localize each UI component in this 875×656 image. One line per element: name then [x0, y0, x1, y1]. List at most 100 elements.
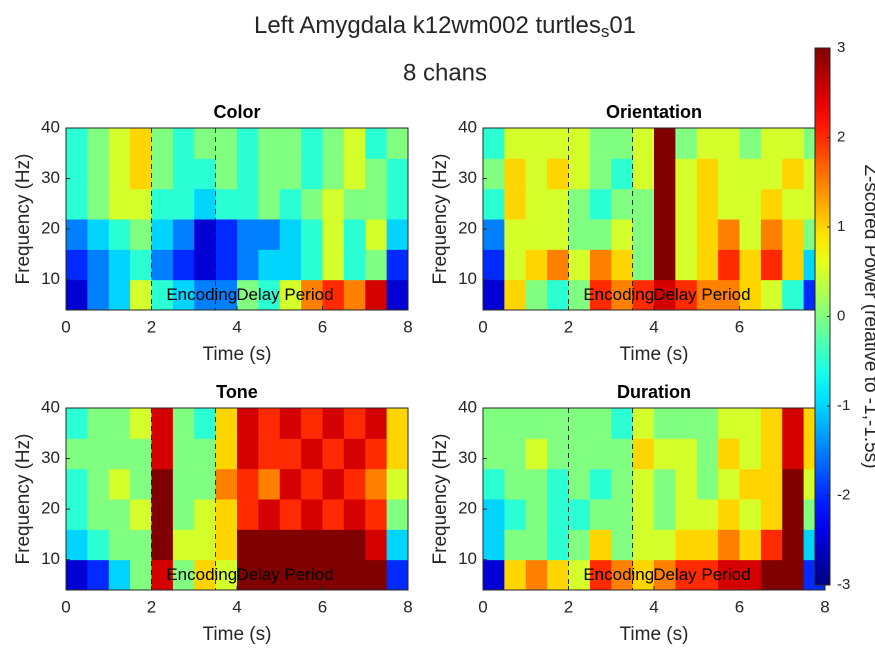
heatmap-cell — [739, 529, 762, 561]
heatmap-cell — [237, 219, 259, 250]
heatmap-cell — [343, 279, 366, 311]
heatmap-cell — [194, 408, 217, 439]
heatmap-cell — [525, 249, 548, 281]
heatmap-cell — [654, 408, 676, 439]
y-tick-label: 20 — [458, 219, 477, 238]
heatmap-cell — [108, 408, 131, 439]
heatmap-cell — [194, 438, 217, 470]
heatmap-cell — [611, 559, 634, 591]
heatmap-cell — [322, 559, 345, 591]
heatmap-cell — [258, 559, 281, 591]
heatmap-cell — [632, 279, 655, 311]
y-tick-label: 40 — [41, 117, 60, 136]
heatmap-cell — [739, 128, 762, 159]
heatmap-cell — [654, 219, 676, 250]
heatmap-cell — [87, 279, 110, 311]
heatmap-cell — [483, 438, 505, 470]
heatmap-cell — [66, 249, 88, 281]
title-main: Left Amygdala k12wm002 turtles — [254, 12, 601, 39]
heatmap-cell — [343, 559, 366, 591]
heatmap-cell — [760, 158, 783, 190]
heatmap-cell — [611, 158, 634, 190]
heatmap-cell — [632, 408, 655, 439]
heatmap-cell — [87, 219, 110, 250]
x-tick-label: 0 — [61, 597, 70, 616]
heatmap-cell — [675, 219, 698, 250]
heatmap-cell — [718, 438, 740, 470]
heatmap-cell — [66, 438, 88, 470]
heatmap-cell — [611, 249, 634, 281]
heatmap-cell — [172, 219, 195, 250]
heatmap-cell — [504, 158, 527, 190]
heatmap-cell — [547, 279, 569, 311]
heatmap-cell — [675, 468, 698, 500]
heatmap-cell — [172, 128, 195, 159]
heatmap-cell — [760, 128, 783, 159]
heatmap-cell — [483, 158, 505, 190]
heatmap-cell — [760, 499, 783, 530]
heatmap-cell — [322, 249, 345, 281]
heatmap-cell — [66, 529, 88, 561]
heatmap-cell — [739, 188, 762, 220]
heatmap-cell — [782, 559, 805, 591]
heatmap-cell — [525, 158, 548, 190]
heatmap-cell — [568, 408, 591, 439]
heatmap-cell — [151, 438, 174, 470]
heatmap-cell — [194, 279, 217, 311]
x-tick-label: 8 — [820, 597, 829, 616]
heatmap-cell — [108, 468, 131, 500]
heatmap-cell — [172, 438, 195, 470]
heatmap-cell — [589, 249, 612, 281]
heatmap-cell — [365, 559, 388, 591]
heatmap-cell — [258, 438, 281, 470]
heatmap-cell — [365, 438, 388, 470]
heatmap-cell — [589, 158, 612, 190]
heatmap-cell — [632, 529, 655, 561]
figure-title: Left Amygdala k12wm002 turtless01 — [254, 12, 636, 40]
heatmap-cell — [87, 559, 110, 591]
heatmap-cell — [343, 158, 366, 190]
colorbar-tick-label: 0 — [837, 307, 845, 324]
heatmap-cell — [718, 408, 740, 439]
heatmap-cell — [237, 128, 259, 159]
heatmap-cell — [130, 438, 152, 470]
heatmap-cell — [675, 559, 698, 591]
heatmap-cell — [589, 128, 612, 159]
heatmap-cell — [675, 249, 698, 281]
heatmap-cell — [215, 559, 238, 591]
heatmap-cell — [782, 219, 805, 250]
heatmap-cell — [258, 279, 281, 311]
heatmap-cell — [343, 249, 366, 281]
heatmap-cell — [654, 438, 676, 470]
heatmap-cell — [66, 408, 88, 439]
y-tick-label: 40 — [458, 397, 477, 416]
heatmap-cell — [108, 438, 131, 470]
heatmap-cell — [568, 128, 591, 159]
heatmap-cell — [739, 279, 762, 311]
heatmap-cell — [258, 408, 281, 439]
heatmap-cell — [547, 529, 569, 561]
heatmap-cell — [87, 158, 110, 190]
heatmap-cell — [760, 529, 783, 561]
heatmap-cell — [322, 438, 345, 470]
heatmap-cell — [739, 249, 762, 281]
heatmap-cell — [525, 468, 548, 500]
heatmap-cell — [66, 559, 88, 591]
heatmap-cell — [589, 219, 612, 250]
heatmap-cell — [568, 438, 591, 470]
x-tick-label: 4 — [649, 317, 658, 336]
heatmap-cell — [237, 249, 259, 281]
heatmap-cell — [718, 529, 740, 561]
heatmap-cell — [525, 438, 548, 470]
heatmap-cell — [194, 158, 217, 190]
heatmap-cell — [237, 468, 259, 500]
colorbar-tick-label: 2 — [837, 128, 845, 145]
heatmap-cell — [365, 279, 388, 311]
heatmap-cell — [525, 279, 548, 311]
heatmap-cell — [547, 158, 569, 190]
heatmap-cell — [675, 438, 698, 470]
heatmap-cell — [172, 468, 195, 500]
heatmap-cell — [343, 219, 366, 250]
heatmap-cell — [301, 249, 323, 281]
